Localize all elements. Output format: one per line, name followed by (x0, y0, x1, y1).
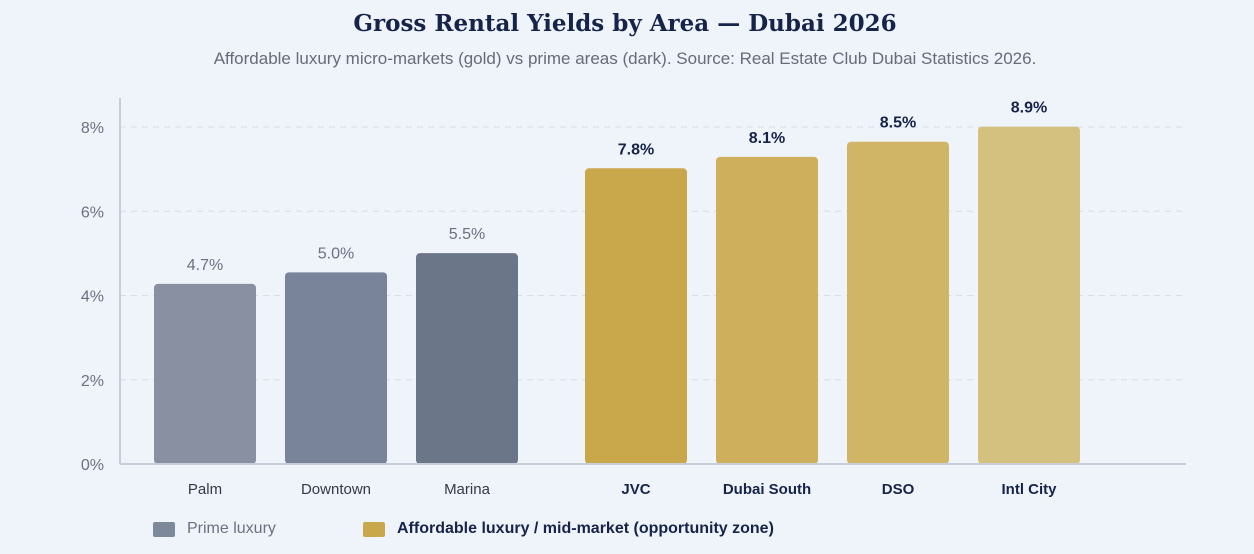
data-label: 8.9% (1011, 100, 1047, 117)
legend-label-affordable: Affordable luxury / mid-market (opportun… (397, 520, 774, 537)
x-tick-label: Palm (188, 481, 222, 498)
legend-swatch-prime (153, 521, 175, 537)
bar-dubai-south (716, 156, 818, 464)
data-label: 5.5% (449, 226, 485, 243)
x-tick-label: Downtown (301, 481, 371, 498)
bar-jvc (585, 168, 687, 464)
bar-downtown (285, 272, 387, 464)
y-tick-label: 2% (81, 373, 104, 390)
x-tick-label: JVC (621, 481, 650, 498)
data-label: 4.7% (187, 257, 223, 274)
x-tick-label: Intl City (1002, 481, 1058, 498)
chart-subtitle: Affordable luxury micro-markets (gold) v… (213, 49, 1037, 68)
data-label: 5.0% (318, 245, 354, 262)
x-tick-label: Dubai South (723, 481, 811, 498)
data-label: 7.8% (618, 141, 654, 158)
chart-title: Gross Rental Yields by Area — Dubai 2026 (353, 10, 897, 37)
x-tick-label: Marina (444, 481, 491, 498)
bar-dso (847, 141, 949, 464)
bar-marina (416, 253, 518, 464)
x-tick-label: DSO (882, 481, 915, 498)
legend-label-prime: Prime luxury (187, 520, 276, 537)
bar-intl-city (978, 126, 1080, 465)
legend: Prime luxury Affordable luxury / mid-mar… (0, 516, 1254, 542)
legend-item-affordable: Affordable luxury / mid-market (opportun… (363, 516, 774, 542)
legend-swatch-affordable (363, 521, 385, 537)
bar-palm (154, 283, 256, 464)
y-tick-label: 8% (81, 120, 104, 137)
y-tick-label: 4% (81, 289, 104, 306)
data-label: 8.5% (880, 115, 916, 132)
y-tick-label: 6% (81, 204, 104, 221)
data-label: 8.1% (749, 130, 785, 147)
y-tick-label: 0% (81, 457, 104, 474)
legend-item-prime: Prime luxury (153, 516, 276, 542)
